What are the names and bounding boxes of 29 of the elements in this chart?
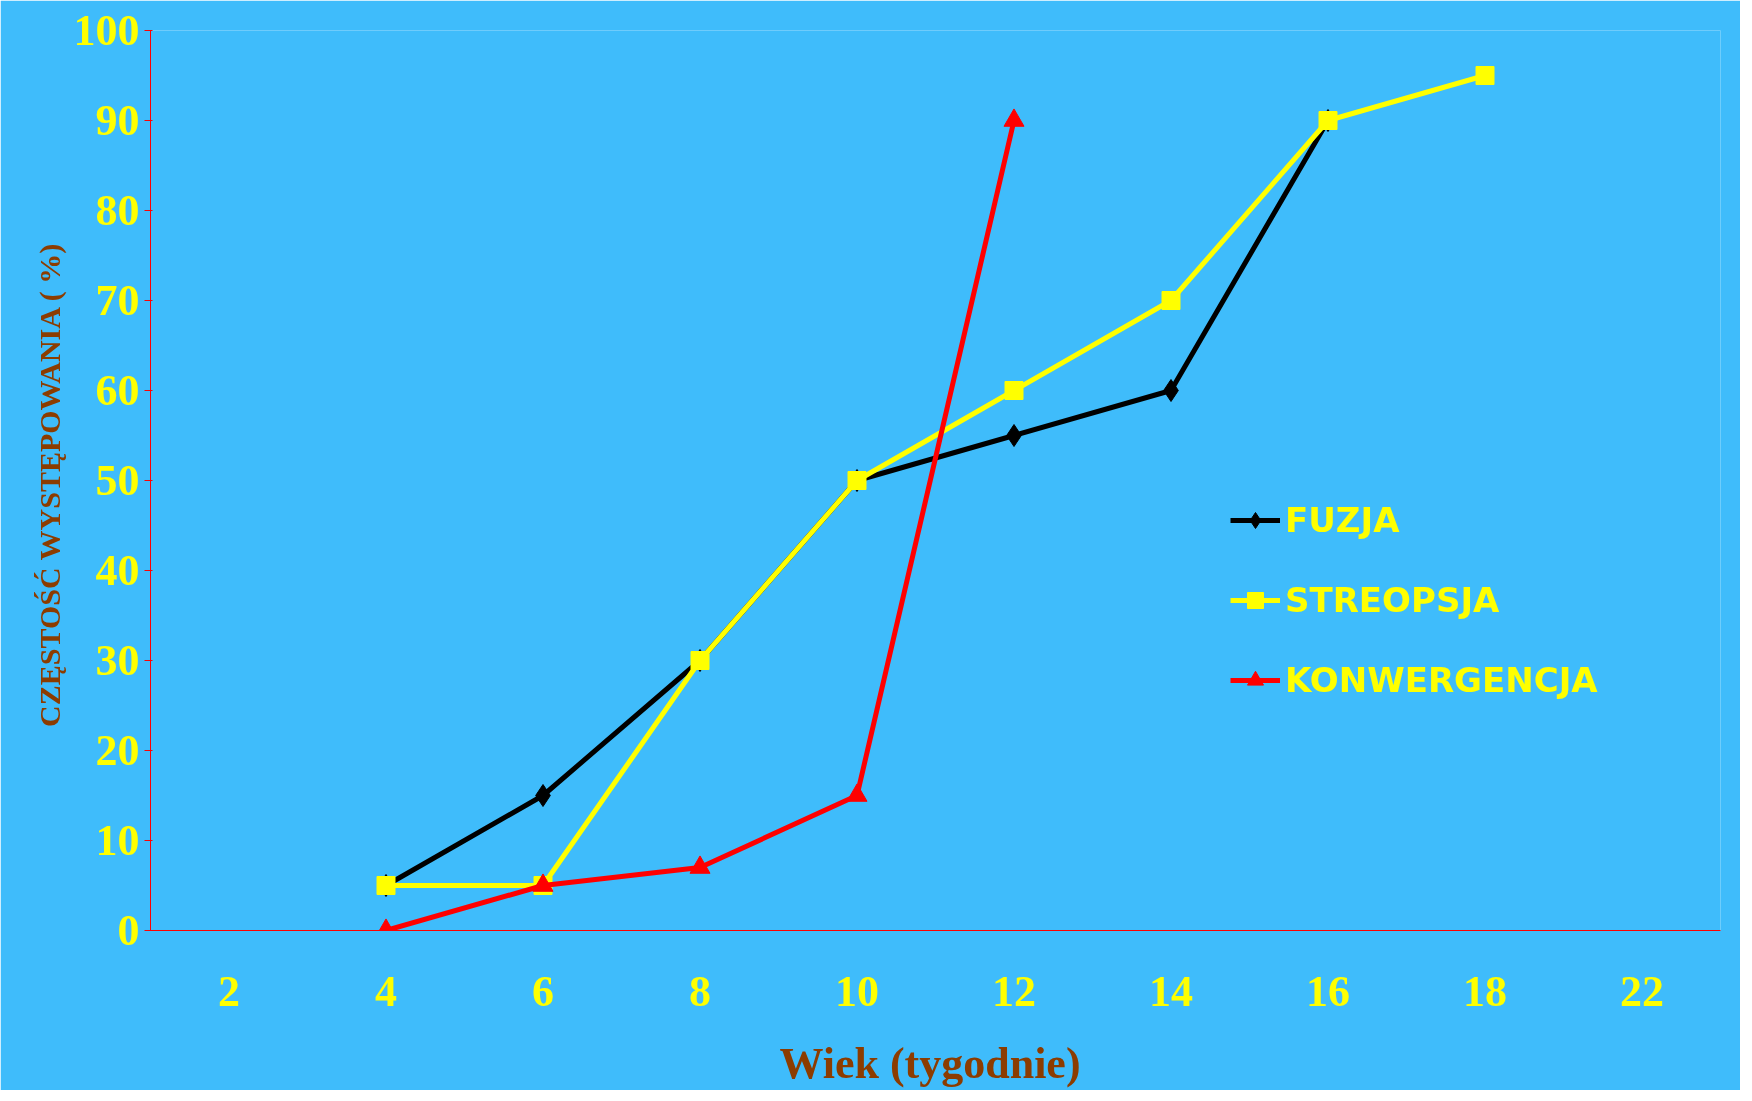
x-tick-label: 2 xyxy=(218,966,240,1016)
y-tick-label: 20 xyxy=(95,726,140,775)
legend-label: KONWERGENCJA xyxy=(1285,660,1598,700)
y-tick-label: 100 xyxy=(73,6,140,55)
legend-label: FUZJA xyxy=(1285,500,1400,540)
y-tick-label: 80 xyxy=(95,186,140,235)
y-tick-label: 70 xyxy=(95,276,140,325)
x-tick-label: 12 xyxy=(992,966,1036,1016)
x-axis-title: Wiek (tygodnie) xyxy=(779,1038,1081,1088)
x-tick-label: 8 xyxy=(689,966,711,1016)
y-tick-label: 10 xyxy=(95,816,140,865)
y-tick-label: 90 xyxy=(95,96,140,145)
y-tick-label: 30 xyxy=(95,636,140,685)
x-tick-label: 6 xyxy=(532,966,554,1016)
y-tick-label: 0 xyxy=(117,906,140,955)
y-tick-label: 40 xyxy=(95,546,140,595)
point xyxy=(1161,291,1181,310)
y-tick-label: 60 xyxy=(95,366,140,415)
legend-label: STREOPSJA xyxy=(1285,580,1500,620)
x-tick-label: 10 xyxy=(835,966,879,1016)
x-tick-label: 4 xyxy=(375,966,397,1016)
x-tick-label: 14 xyxy=(1149,966,1193,1016)
x-tick-label: 22 xyxy=(1620,966,1664,1016)
x-tick-label: 18 xyxy=(1463,966,1507,1016)
x-tick-label: 16 xyxy=(1306,966,1350,1016)
point xyxy=(1004,381,1024,400)
point xyxy=(1475,66,1495,85)
y-tick-label: 50 xyxy=(95,456,140,505)
y-axis-title: CZĘSTOŚĆ WYSTĘPOWANIA ( %) xyxy=(32,243,67,727)
